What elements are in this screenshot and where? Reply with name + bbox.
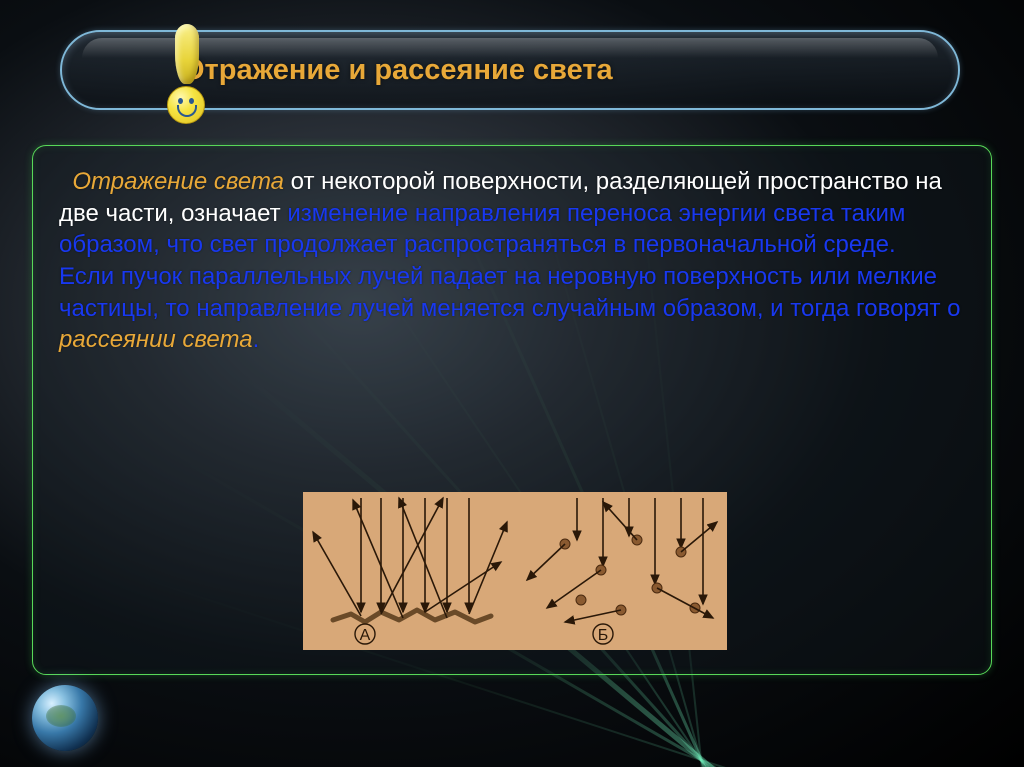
diagram-svg: АБ [303, 492, 727, 650]
paragraph-2: Если пучок параллельных лучей падает на … [59, 261, 965, 356]
exclamation-smiley-icon [157, 24, 217, 120]
p2-main: Если пучок параллельных лучей падает на … [59, 263, 961, 322]
p1-accent: Отражение света [72, 168, 284, 195]
svg-text:Б: Б [598, 627, 609, 644]
scattering-diagram: АБ [303, 492, 727, 650]
title-frame: Отражение и рассеяние света [60, 30, 960, 110]
content-frame: Отражение света от некоторой поверхности… [32, 145, 992, 675]
globe-icon [32, 685, 98, 751]
p2-accent: рассеянии света [59, 326, 253, 353]
slide-title: Отражение и рассеяние света [182, 54, 613, 87]
svg-text:А: А [360, 627, 371, 644]
paragraph-1: Отражение света от некоторой поверхности… [59, 166, 965, 261]
p2-tail: . [253, 326, 260, 353]
